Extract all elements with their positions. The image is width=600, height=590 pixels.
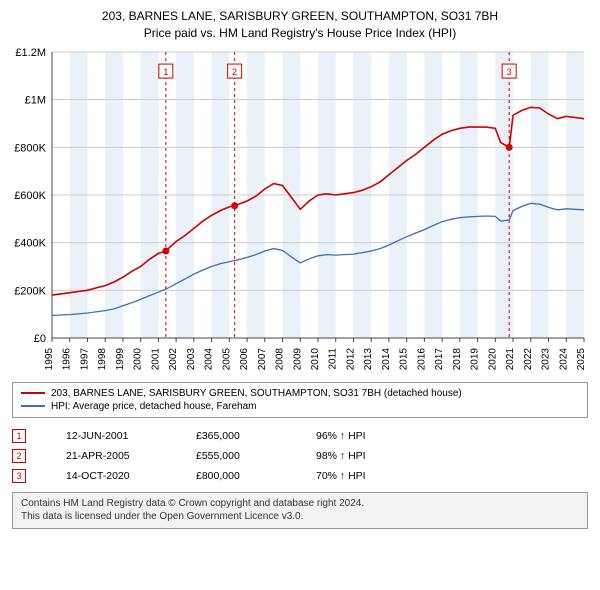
y-tick-label: £200K — [14, 285, 46, 297]
y-tick-label: £1.2M — [15, 47, 46, 59]
x-tick-label: 2019 — [470, 347, 481, 370]
attribution-footer: Contains HM Land Registry data © Crown c… — [12, 492, 588, 529]
sale-row-date: 21-APR-2005 — [66, 450, 156, 462]
x-tick-label: 2016 — [416, 347, 427, 370]
x-tick-label: 2020 — [487, 347, 498, 370]
chart-title-line1: 203, BARNES LANE, SARISBURY GREEN, SOUTH… — [8, 8, 592, 25]
price-chart: £0 £200K £400K £600K £800K £1M £1.2M 1995 1996 19… — [8, 46, 592, 376]
sale-row-pct: 96% ↑ HPI — [316, 430, 366, 442]
legend-swatch — [21, 392, 45, 394]
x-tick-label: 2006 — [239, 347, 250, 370]
chart-title-line2: Price paid vs. HM Land Registry's House … — [8, 25, 592, 42]
sale-row: 3 14-OCT-2020 £800,000 70% ↑ HPI — [12, 466, 588, 486]
x-tick-label: 2024 — [558, 347, 569, 370]
sale-row: 2 21-APR-2005 £555,000 98% ↑ HPI — [12, 446, 588, 466]
x-tick-label: 1999 — [115, 347, 126, 370]
legend-row: 203, BARNES LANE, SARISBURY GREEN, SOUTH… — [21, 387, 579, 400]
footer-line1: Contains HM Land Registry data © Crown c… — [21, 497, 579, 511]
y-tick-label: £400K — [14, 237, 46, 249]
sales-table: 1 12-JUN-2001 £365,000 96% ↑ HPI 2 21-APR-200… — [8, 424, 592, 488]
x-tick-label: 2004 — [204, 347, 215, 370]
x-tick-label: 2015 — [399, 347, 410, 370]
sale-row-pct: 98% ↑ HPI — [316, 450, 366, 462]
x-tick-label: 2013 — [363, 347, 374, 370]
x-tick-label: 2003 — [186, 347, 197, 370]
x-tick-label: 2014 — [381, 347, 392, 370]
legend: 203, BARNES LANE, SARISBURY GREEN, SOUTH… — [12, 382, 588, 418]
sale-row-date: 12-JUN-2001 — [66, 430, 156, 442]
y-tick-label: £600K — [14, 190, 46, 202]
x-tick-label: 2007 — [257, 347, 268, 370]
legend-swatch — [21, 405, 45, 407]
sale-row-date: 14-OCT-2020 — [66, 470, 156, 482]
sale-row: 1 12-JUN-2001 £365,000 96% ↑ HPI — [12, 426, 588, 446]
x-tick-label: 2025 — [576, 347, 587, 370]
x-tick-label: 1997 — [79, 347, 90, 370]
sale-row-price: £800,000 — [196, 470, 276, 482]
y-tick-label: £0 — [34, 333, 46, 345]
x-tick-label: 1998 — [97, 347, 108, 370]
chart-svg: £0 £200K £400K £600K £800K £1M £1.2M 1995 1996 19… — [8, 46, 592, 376]
x-tick-label: 1995 — [44, 347, 55, 370]
x-tick-label: 1996 — [62, 347, 73, 370]
sale-row-marker: 3 — [12, 469, 26, 483]
x-tick-label: 2012 — [345, 347, 356, 370]
chart-title-block: 203, BARNES LANE, SARISBURY GREEN, SOUTH… — [8, 8, 592, 42]
x-tick-label: 2018 — [452, 347, 463, 370]
sale-row-marker: 1 — [12, 429, 26, 443]
x-tick-label: 2001 — [150, 347, 161, 370]
x-tick-label: 2005 — [221, 347, 232, 370]
x-tick-label: 2011 — [328, 347, 339, 369]
y-tick-label: £1M — [25, 94, 46, 106]
sale-row-price: £365,000 — [196, 430, 276, 442]
x-tick-label: 2021 — [505, 347, 516, 370]
sale-row-marker: 2 — [12, 449, 26, 463]
x-tick-label: 2010 — [310, 347, 321, 370]
sale-row-price: £555,000 — [196, 450, 276, 462]
sale-marker-number: 3 — [507, 67, 512, 77]
x-tick-label: 2002 — [168, 347, 179, 370]
legend-row: HPI: Average price, detached house, Fare… — [21, 400, 579, 413]
sale-marker-number: 2 — [232, 67, 237, 77]
x-tick-label: 2017 — [434, 347, 445, 370]
legend-label: 203, BARNES LANE, SARISBURY GREEN, SOUTH… — [51, 388, 462, 399]
x-tick-label: 2023 — [541, 347, 552, 370]
y-tick-label: £800K — [14, 142, 46, 154]
legend-label: HPI: Average price, detached house, Fare… — [51, 401, 257, 412]
x-tick-label: 2009 — [292, 347, 303, 370]
sale-marker-number: 1 — [163, 67, 168, 77]
sale-row-pct: 70% ↑ HPI — [316, 470, 366, 482]
x-tick-label: 2008 — [275, 347, 286, 370]
footer-line2: This data is licensed under the Open Gov… — [21, 510, 579, 524]
x-tick-label: 2000 — [133, 347, 144, 370]
x-tick-label: 2022 — [523, 347, 534, 370]
